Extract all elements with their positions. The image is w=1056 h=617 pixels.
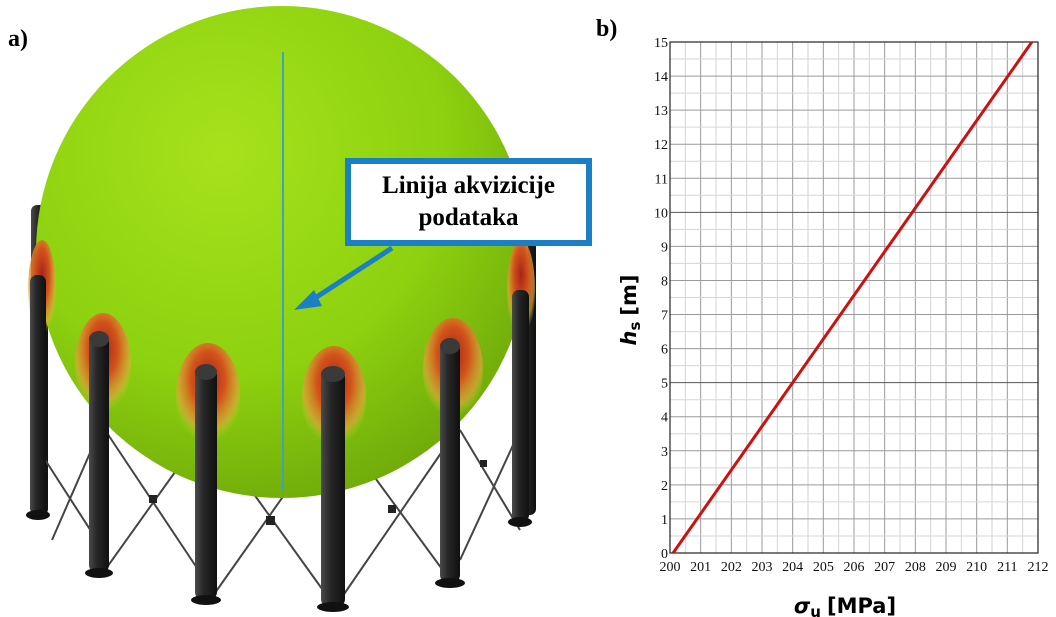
callout-arrow [294,245,394,310]
x-axis-symbol: σ [794,594,811,617]
x-tick-label: 201 [690,560,711,575]
y-tick-label: 4 [661,411,668,426]
y-tick-label: 12 [654,138,668,153]
x-axis-unit: [MPa] [827,594,896,617]
x-axis-subscript: u [810,603,821,617]
y-tick-label: 1 [661,513,668,528]
plot-frame [669,41,1039,554]
y-axis-unit: [m] [620,275,641,316]
panel-b-label: b) [596,16,618,42]
chart-series [671,41,1034,554]
y-tick-label: 5 [661,377,668,392]
y-tick-label: 11 [655,172,668,187]
x-axis-label: σu [MPa] [794,594,896,617]
acquisition-line-callout: Linija akvizicije podataka [345,158,592,246]
x-tick-label: 210 [966,560,987,575]
y-tick-label: 10 [654,206,668,221]
x-tick-label: 208 [905,560,926,575]
x-tick-label: 212 [1028,560,1049,575]
x-tick-label: 211 [997,560,1017,575]
y-tick-label: 15 [654,36,668,51]
x-tick-label: 200 [660,560,681,575]
front-legs [26,275,532,612]
callout-line-1: Linija akvizicije [382,172,555,199]
y-tick-label: 14 [654,70,668,85]
y-tick-label: 2 [661,479,668,494]
y-axis-subscript: s [626,322,644,331]
y-axis-label: hs [m] [620,275,644,346]
x-tick-label: 203 [752,560,773,575]
series-line [671,41,1034,554]
y-tick-label: 8 [661,274,668,289]
chart-grid [669,41,1039,554]
y-tick-label: 9 [661,240,668,255]
y-tick-label: 3 [661,445,668,460]
panel-a-label: a) [8,26,28,52]
y-tick-label: 7 [661,309,668,324]
callout-line-2: podataka [418,204,519,231]
y-axis-symbol: h [620,331,641,346]
spherical-tank-illustration [26,6,536,612]
x-tick-label: 209 [936,560,957,575]
x-tick-label: 204 [782,560,803,575]
x-tick-label: 205 [813,560,834,575]
y-tick-label: 13 [654,104,668,119]
x-tick-label: 206 [844,560,865,575]
y-tick-label: 6 [661,343,668,358]
stress-height-chart: 200 201 202 203 204 205 206 207 208 209 210 211 212 … [620,36,1049,617]
x-tick-label: 207 [874,560,895,575]
x-tick-label: 202 [721,560,742,575]
bracing-hubs [149,460,487,525]
x-tick-labels: 200 201 202 203 204 205 206 207 208 209 210 211 212 [660,560,1049,575]
y-tick-label: 0 [661,547,668,562]
